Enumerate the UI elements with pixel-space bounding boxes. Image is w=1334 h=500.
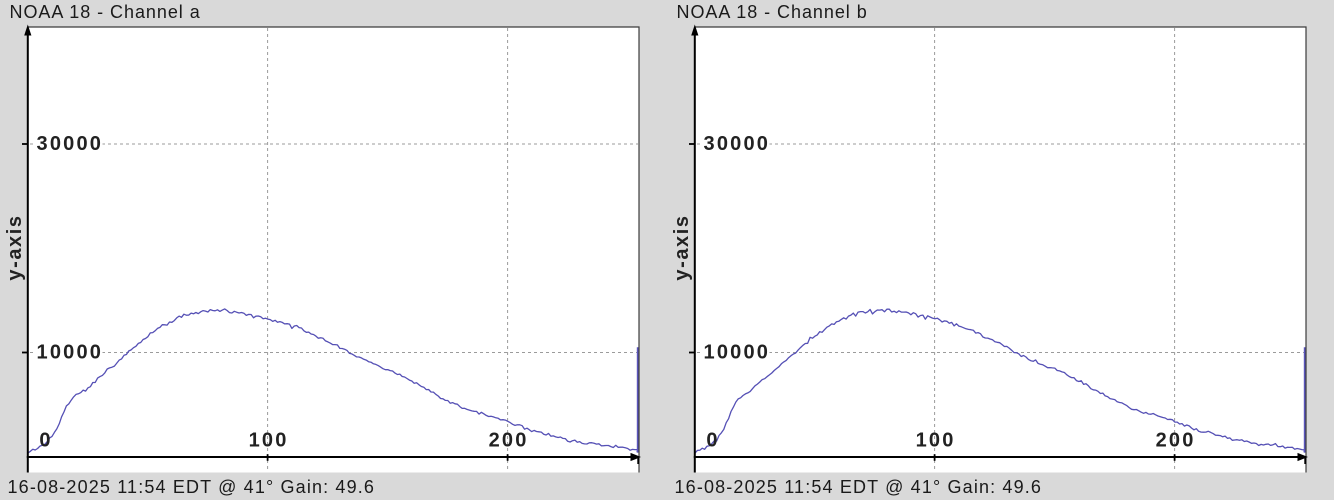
svg-text:16-08-2025 11:54 EDT @ 41° Gai: 16-08-2025 11:54 EDT @ 41° Gain: 49.6 [8,477,376,497]
svg-text:y-axis: y-axis [671,214,693,280]
svg-text:200: 200 [1156,429,1196,451]
svg-text:10000: 10000 [704,342,771,364]
svg-text:NOAA 18 - Channel b: NOAA 18 - Channel b [677,2,868,22]
svg-text:10000: 10000 [37,342,104,364]
svg-text:NOAA 18 - Channel a: NOAA 18 - Channel a [10,2,201,22]
svg-text:30000: 30000 [704,133,771,155]
svg-text:y-axis: y-axis [4,214,26,280]
svg-text:30000: 30000 [37,133,104,155]
svg-text:200: 200 [489,429,529,451]
svg-text:16-08-2025 11:54 EDT @ 41° Gai: 16-08-2025 11:54 EDT @ 41° Gain: 49.6 [675,477,1043,497]
svg-text:0: 0 [706,429,719,451]
svg-text:0: 0 [39,429,52,451]
svg-text:100: 100 [249,429,289,451]
svg-text:100: 100 [916,429,956,451]
